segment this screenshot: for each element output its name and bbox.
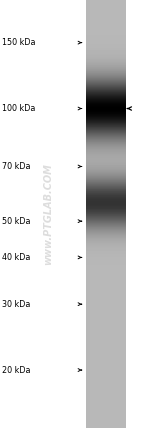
Text: 40 kDa: 40 kDa: [2, 253, 31, 262]
Text: 20 kDa: 20 kDa: [2, 366, 31, 374]
Text: 100 kDa: 100 kDa: [2, 104, 36, 113]
Text: 150 kDa: 150 kDa: [2, 38, 36, 47]
Text: 50 kDa: 50 kDa: [2, 217, 31, 226]
Text: 30 kDa: 30 kDa: [2, 300, 31, 309]
Text: www.PTGLAB.COM: www.PTGLAB.COM: [43, 163, 53, 265]
Text: 70 kDa: 70 kDa: [2, 162, 31, 171]
